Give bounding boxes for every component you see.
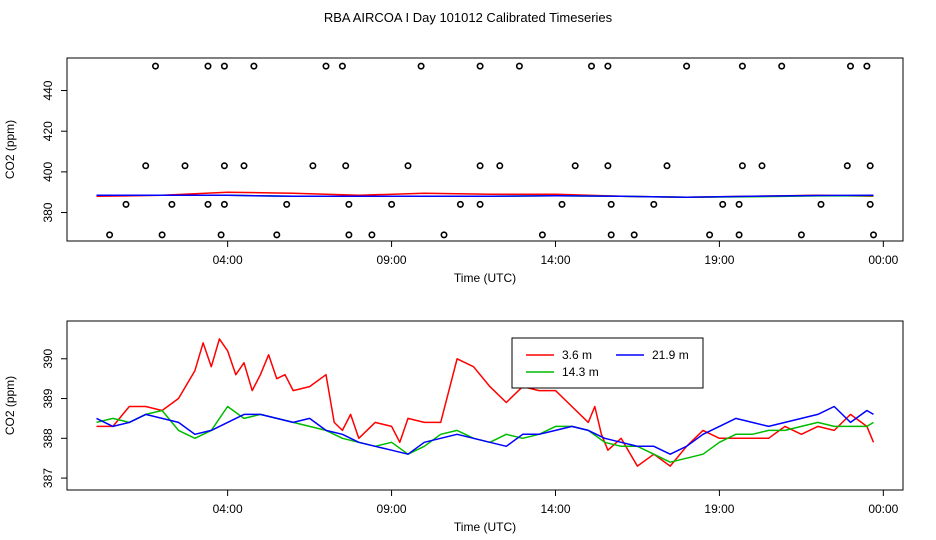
- y-tick-label: 390: [41, 348, 55, 368]
- data-point: [220, 200, 228, 208]
- data-point: [204, 62, 212, 70]
- y-tick-label: 389: [41, 388, 55, 408]
- y-tick-label: 420: [41, 121, 55, 141]
- series-line-2: [96, 194, 874, 199]
- data-point: [538, 231, 546, 239]
- data-point: [368, 231, 376, 239]
- data-point: [250, 62, 258, 70]
- legend-label: 14.3 m: [562, 365, 599, 379]
- data-point: [866, 162, 874, 170]
- data-point: [122, 200, 130, 208]
- data-point: [440, 231, 448, 239]
- y-tick-label: 400: [41, 162, 55, 182]
- x-tick-label: 19:00: [704, 253, 734, 267]
- data-point: [738, 162, 746, 170]
- series-line-2: [96, 405, 874, 455]
- data-point: [404, 162, 412, 170]
- data-point: [846, 62, 854, 70]
- y-tick-label: 388: [41, 428, 55, 448]
- data-point: [863, 62, 871, 70]
- data-point: [866, 200, 874, 208]
- data-point: [345, 231, 353, 239]
- data-point: [338, 62, 346, 70]
- data-point: [342, 162, 350, 170]
- data-point: [663, 162, 671, 170]
- legend-label: 3.6 m: [562, 348, 592, 362]
- data-point: [604, 162, 612, 170]
- data-point: [220, 62, 228, 70]
- data-point: [758, 162, 766, 170]
- chart-title: RBA AIRCOA I Day 101012 Calibrated Times…: [324, 10, 613, 25]
- data-point: [204, 200, 212, 208]
- data-point: [571, 162, 579, 170]
- data-point: [158, 231, 166, 239]
- plot-frame: [66, 57, 904, 242]
- data-point: [142, 162, 150, 170]
- x-axis-label: Time (UTC): [454, 271, 516, 285]
- top-panel: 04:00 09:00 14:00 19:00 00:00 380 400 420 440 Tim…: [3, 57, 904, 285]
- data-point: [587, 62, 595, 70]
- data-point: [476, 200, 484, 208]
- data-point: [630, 231, 638, 239]
- x-tick-label: 14:00: [540, 253, 570, 267]
- y-tick-label: 387: [41, 468, 55, 488]
- data-point: [706, 231, 714, 239]
- data-point: [719, 200, 727, 208]
- data-point: [607, 231, 615, 239]
- data-point: [220, 162, 228, 170]
- data-point: [152, 62, 160, 70]
- legend-label: 21.9 m: [652, 348, 689, 362]
- data-point: [345, 200, 353, 208]
- x-tick-label: 09:00: [377, 502, 407, 516]
- x-tick-label: 19:00: [704, 502, 734, 516]
- data-point: [650, 200, 658, 208]
- data-point: [240, 162, 248, 170]
- y-tick-label: 440: [41, 80, 55, 100]
- data-point: [388, 200, 396, 208]
- data-point: [607, 200, 615, 208]
- data-point: [168, 200, 176, 208]
- data-point: [558, 200, 566, 208]
- y-axis-label: CO2 (ppm): [3, 376, 17, 435]
- series-line-1: [96, 405, 874, 463]
- data-point: [456, 200, 464, 208]
- x-tick-label: 14:00: [540, 502, 570, 516]
- data-point: [735, 200, 743, 208]
- data-point: [309, 162, 317, 170]
- data-point: [181, 162, 189, 170]
- y-axis-label: CO2 (ppm): [3, 120, 17, 179]
- x-tick-label: 09:00: [377, 253, 407, 267]
- series-line-0: [96, 338, 875, 467]
- data-point: [496, 162, 504, 170]
- data-point: [476, 62, 484, 70]
- data-point: [515, 62, 523, 70]
- plot-frame: [66, 320, 904, 491]
- data-point: [738, 62, 746, 70]
- data-point: [797, 231, 805, 239]
- data-point: [869, 231, 877, 239]
- data-point: [417, 62, 425, 70]
- x-tick-label: 04:00: [213, 253, 243, 267]
- data-point: [217, 231, 225, 239]
- x-tick-label: 00:00: [868, 502, 898, 516]
- legend-box: [511, 337, 704, 389]
- data-point: [817, 200, 825, 208]
- data-point: [604, 62, 612, 70]
- data-point: [778, 62, 786, 70]
- data-point: [322, 62, 330, 70]
- data-point: [283, 200, 291, 208]
- data-point: [106, 231, 114, 239]
- x-tick-label: 00:00: [868, 253, 898, 267]
- data-point: [843, 162, 851, 170]
- y-tick-label: 380: [41, 202, 55, 222]
- data-point: [683, 62, 691, 70]
- bottom-panel: 04:00 09:00 14:00 19:00 00:00 387 388 389 390 Tim…: [3, 320, 904, 534]
- data-point: [273, 231, 281, 239]
- x-axis-label: Time (UTC): [454, 520, 516, 534]
- x-tick-label: 04:00: [213, 502, 243, 516]
- data-point: [476, 162, 484, 170]
- data-point: [735, 231, 743, 239]
